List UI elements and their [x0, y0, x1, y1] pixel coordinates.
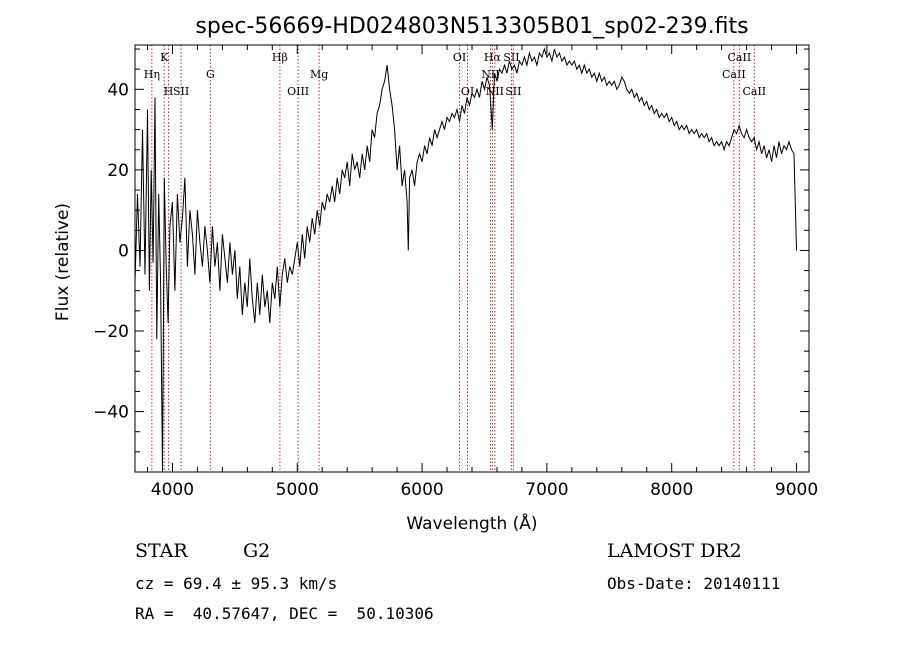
object-subclass: G2 [243, 540, 271, 562]
plot-area [134, 47, 797, 473]
object-type: STAR [135, 540, 188, 562]
marker-label-2: H [164, 85, 174, 98]
marker-label-13: SII [503, 51, 519, 64]
marker-label-8: OI [453, 51, 466, 64]
y-axis: −40 −20 0 20 40 [93, 48, 809, 453]
marker-label-7: Mg [310, 68, 328, 81]
x-axis: 4000 5000 6000 7000 8000 9000 [146, 45, 818, 500]
x-tick-label-4: 8000 [650, 480, 693, 500]
x-tick-label-0: 4000 [151, 480, 194, 500]
y-tick-label-2: 0 [118, 241, 129, 261]
observation-date: Obs-Date: 20140111 [607, 574, 781, 593]
redshift-velocity: cz = 69.4 ± 95.3 km/s [135, 574, 338, 593]
marker-label-12: NII [486, 85, 504, 98]
marker-label-10: Hα [484, 51, 502, 64]
coordinates: RA = 40.57647, DEC = 50.10306 [135, 604, 434, 623]
spectrum-series [134, 47, 797, 473]
marker-label-11: NII [481, 68, 499, 81]
x-axis-label: Wavelength (Å) [406, 512, 537, 534]
y-tick-label-1: −20 [93, 322, 129, 342]
marker-label-15: CaII [722, 68, 746, 81]
y-tick-label-3: 20 [107, 161, 129, 181]
marker-label-9: OI [461, 85, 474, 98]
survey-name: LAMOST DR2 [607, 540, 742, 562]
marker-label-14: SII [505, 85, 521, 98]
x-tick-label-5: 9000 [775, 480, 818, 500]
plot-frame [134, 44, 810, 473]
marker-label-16: CaII [728, 51, 752, 64]
y-tick-label-0: −40 [93, 403, 129, 423]
marker-label-5: Hβ [272, 51, 288, 64]
marker-label-6: OIII [287, 85, 309, 98]
y-axis-label: Flux (relative) [53, 203, 73, 321]
marker-label-0: Hη [144, 68, 160, 81]
marker-label-17: CaII [742, 85, 766, 98]
x-tick-label-2: 6000 [400, 480, 443, 500]
x-tick-label-1: 5000 [276, 480, 319, 500]
marker-label-4: G [206, 68, 215, 81]
y-tick-label-4: 40 [107, 80, 129, 100]
marker-label-1: K [160, 51, 169, 64]
marker-label-3: SII [173, 85, 189, 98]
chart-title: spec-56669-HD024803N513305B01_sp02-239.f… [195, 14, 748, 39]
x-tick-label-3: 7000 [525, 480, 568, 500]
